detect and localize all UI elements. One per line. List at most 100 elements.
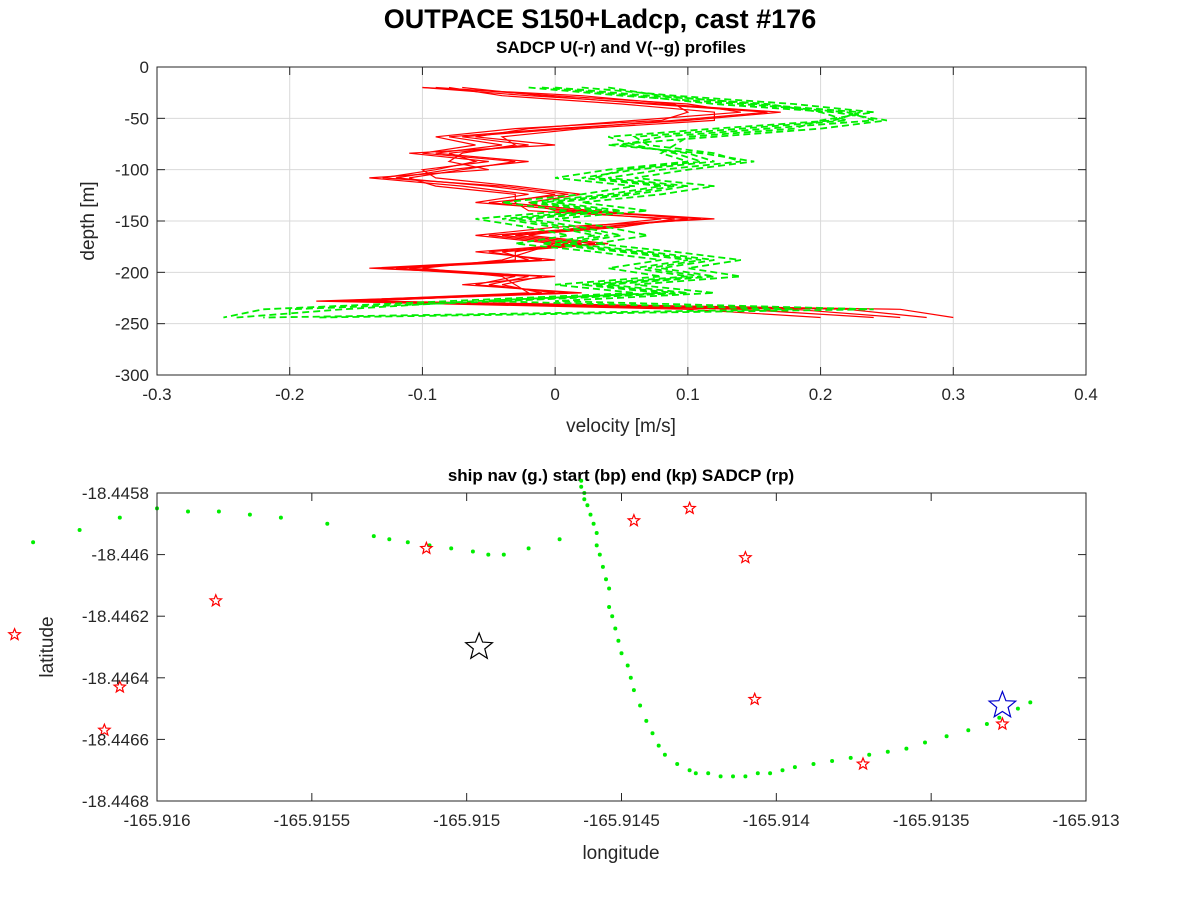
ship-nav-point [662, 752, 667, 757]
ship-nav-point [117, 515, 122, 520]
ship-nav-point [628, 675, 633, 680]
x-tick-label: -0.1 [408, 385, 437, 404]
ship-nav-point [656, 743, 661, 748]
x-tick-label: 0.3 [941, 385, 965, 404]
ship-nav-point [984, 722, 989, 726]
ship-nav-point [830, 759, 835, 763]
profiles-series [223, 86, 954, 319]
ship-nav-point [77, 528, 82, 532]
ship-nav-point [675, 762, 680, 766]
sadcp-star-marker [626, 513, 642, 527]
ship-nav-point [644, 718, 649, 723]
nav-xlabel: longitude [582, 843, 659, 864]
ship-nav-point [216, 509, 221, 514]
ship-nav-point [731, 774, 735, 779]
ship-nav-point [848, 755, 853, 760]
start-star-marker [987, 689, 1018, 719]
nav-title: ship nav (g.) start (bp) end (kp) SADCP … [448, 466, 794, 485]
y-tick-label: -18.4466 [82, 730, 149, 749]
x-tick-label: -165.9135 [893, 811, 970, 830]
x-tick-label: -165.9155 [274, 811, 351, 830]
x-tick-label: -165.915 [433, 811, 500, 830]
ship-nav-point [470, 549, 475, 554]
x-tick-label: 0 [550, 385, 559, 404]
ship-nav-point [526, 546, 531, 551]
v-profile-line [316, 86, 888, 319]
y-tick-label: -18.446 [91, 546, 149, 565]
ship-nav-point [31, 540, 36, 545]
nav-series [7, 478, 1033, 779]
ship-nav-point [755, 771, 760, 776]
ship-nav-point [610, 614, 615, 619]
ship-nav-point [247, 512, 252, 517]
sadcp-star-marker [682, 500, 697, 515]
y-tick-label: -18.4468 [82, 792, 149, 811]
sadcp-star-marker [855, 756, 871, 771]
y-tick-label: -18.4458 [82, 484, 149, 503]
ship-nav-point [607, 605, 612, 609]
y-tick-label: -50 [124, 109, 149, 128]
end-star-marker [464, 631, 494, 660]
sadcp-star-marker [995, 716, 1010, 731]
ship-nav-point [486, 552, 491, 557]
ship-nav-point [588, 512, 593, 517]
ship-nav-point [904, 746, 909, 751]
x-tick-label: 0.1 [676, 385, 700, 404]
y-tick-label: -150 [115, 212, 149, 231]
ship-nav-point [706, 771, 711, 776]
nav-ticks: -165.916 -165.9155 -165.915 -165.9145 -165.9… [82, 484, 1120, 830]
sadcp-star-marker [419, 540, 434, 555]
v-profile-line [263, 86, 861, 319]
y-tick-label: -18.4462 [82, 607, 149, 626]
profiles-ylabel: depth [m] [78, 181, 99, 260]
ship-nav-point [625, 663, 630, 668]
ship-nav-point [966, 728, 971, 733]
x-tick-label: -165.914 [743, 811, 810, 830]
ship-nav-point [811, 762, 816, 766]
nav-ylabel: latitude [37, 616, 58, 677]
ship-nav-point [325, 521, 330, 526]
ship-nav-point [607, 586, 612, 591]
ship-nav-point [638, 703, 643, 708]
ship-nav-point [591, 521, 596, 526]
y-tick-label: 0 [140, 58, 149, 77]
ship-nav-point [867, 752, 872, 757]
ship-nav-point [594, 543, 599, 548]
sadcp-star-marker [747, 691, 762, 706]
v-profile-line [223, 86, 874, 319]
x-tick-label: -165.916 [123, 811, 190, 830]
ship-nav-point [780, 768, 785, 773]
sadcp-star-marker [7, 627, 22, 641]
profiles-xlabel: velocity [m/s] [566, 416, 676, 437]
ship-nav-point [501, 552, 506, 557]
profiles-ticks: -0.3 -0.2 -0.1 0 0.1 0.2 0.3 0.4 0 -50 -100 -150 -20… [115, 58, 1098, 404]
ship-nav-point [594, 531, 599, 535]
sadcp-star-marker [738, 550, 753, 564]
y-tick-label: -300 [115, 366, 149, 385]
ship-nav-point [557, 537, 562, 542]
ship-nav-point [687, 768, 692, 773]
ship-nav-point [997, 715, 1002, 720]
y-tick-label: -100 [115, 161, 149, 180]
sadcp-star-marker [112, 679, 128, 694]
y-tick-label: -250 [115, 315, 149, 334]
nav-axes: ship nav (g.) start (bp) end (kp) SADCP … [7, 466, 1120, 864]
ship-nav-point [278, 515, 283, 520]
sadcp-star-marker [97, 722, 112, 737]
v-profile-line [288, 86, 848, 318]
ship-nav-point [579, 478, 584, 483]
ship-nav-point [604, 577, 608, 582]
profiles-axes: SADCP U(-r) and V(--g) profiles -0.3 -0.2… [78, 38, 1098, 437]
y-tick-label: -18.4464 [82, 669, 149, 688]
ship-nav-point [579, 484, 584, 489]
ship-nav-point [768, 771, 773, 776]
x-tick-label: 0.4 [1074, 385, 1098, 404]
ship-nav-point [186, 509, 190, 514]
ship-nav-point [1028, 700, 1033, 705]
ship-nav-point [923, 740, 927, 745]
ship-nav-point [449, 546, 454, 551]
profiles-title: SADCP U(-r) and V(--g) profiles [496, 38, 746, 57]
ship-nav-point [718, 774, 723, 779]
ship-nav-point [387, 537, 392, 542]
